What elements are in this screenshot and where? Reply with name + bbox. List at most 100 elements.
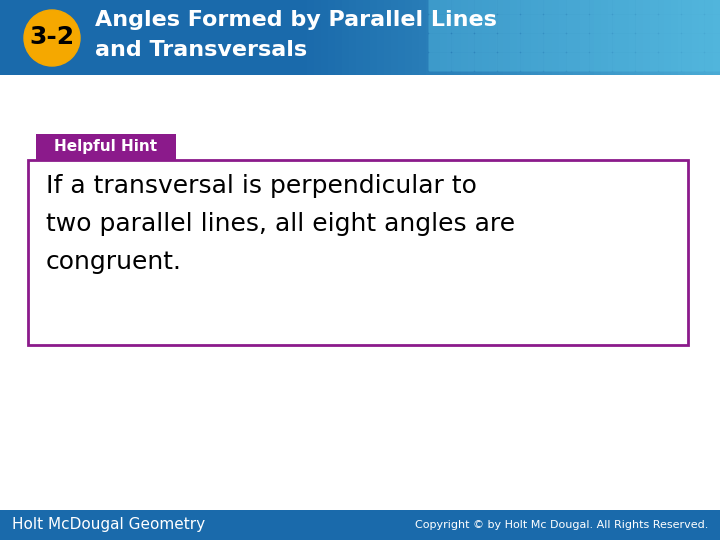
Bar [405,0,413,75]
Bar [28,160,688,345]
FancyBboxPatch shape [567,52,590,71]
FancyBboxPatch shape [659,52,682,71]
Bar [517,0,525,75]
Bar [328,0,336,75]
Bar [566,0,574,75]
FancyBboxPatch shape [590,33,613,52]
FancyBboxPatch shape [636,0,659,15]
Bar [657,0,665,75]
FancyBboxPatch shape [613,0,636,15]
Bar [496,0,504,75]
Bar [664,0,672,75]
Bar [447,0,455,75]
Bar [468,0,476,75]
Bar [580,0,588,75]
FancyBboxPatch shape [498,33,521,52]
FancyBboxPatch shape [613,15,636,33]
Bar [391,0,399,75]
FancyBboxPatch shape [521,33,544,52]
FancyBboxPatch shape [682,0,704,15]
Bar [650,0,658,75]
Bar [510,0,518,75]
Bar [321,0,329,75]
FancyBboxPatch shape [451,52,474,71]
Circle shape [24,10,80,66]
Bar [398,0,406,75]
Bar [363,0,371,75]
Bar [503,0,511,75]
FancyBboxPatch shape [659,33,682,52]
FancyBboxPatch shape [428,52,451,71]
FancyBboxPatch shape [521,52,544,71]
FancyBboxPatch shape [704,33,720,52]
Bar [692,0,700,75]
FancyBboxPatch shape [428,0,451,15]
FancyBboxPatch shape [544,33,567,52]
FancyBboxPatch shape [451,15,474,33]
FancyBboxPatch shape [544,52,567,71]
FancyBboxPatch shape [704,15,720,33]
Text: Helpful Hint: Helpful Hint [55,139,158,154]
Bar [454,0,462,75]
FancyBboxPatch shape [682,15,704,33]
Bar [636,0,644,75]
FancyBboxPatch shape [590,15,613,33]
FancyBboxPatch shape [613,52,636,71]
FancyBboxPatch shape [613,33,636,52]
Bar [440,0,448,75]
FancyBboxPatch shape [590,0,613,15]
Bar [0,510,720,540]
FancyBboxPatch shape [682,52,704,71]
FancyBboxPatch shape [521,0,544,15]
Bar [601,0,609,75]
Bar [419,0,427,75]
FancyBboxPatch shape [544,0,567,15]
FancyBboxPatch shape [474,33,498,52]
Bar [552,0,560,75]
Bar [356,0,364,75]
Text: and Transversals: and Transversals [95,40,307,60]
FancyBboxPatch shape [636,33,659,52]
FancyBboxPatch shape [428,33,451,52]
Bar [36,134,176,160]
Bar [559,0,567,75]
Bar [629,0,637,75]
Bar [384,0,392,75]
Bar [0,0,720,75]
FancyBboxPatch shape [567,0,590,15]
FancyBboxPatch shape [682,33,704,52]
FancyBboxPatch shape [636,15,659,33]
Bar [545,0,553,75]
Bar [538,0,546,75]
FancyBboxPatch shape [544,15,567,33]
Bar [643,0,651,75]
Bar [307,0,315,75]
Bar [706,0,714,75]
Bar [349,0,357,75]
Text: Copyright © by Holt Mc Dougal. All Rights Reserved.: Copyright © by Holt Mc Dougal. All Right… [415,520,708,530]
Bar [685,0,693,75]
Bar [482,0,490,75]
Bar [412,0,420,75]
Bar [342,0,350,75]
FancyBboxPatch shape [590,52,613,71]
FancyBboxPatch shape [474,0,498,15]
FancyBboxPatch shape [451,33,474,52]
Bar [699,0,707,75]
Bar [678,0,686,75]
Text: two parallel lines, all eight angles are: two parallel lines, all eight angles are [46,212,515,236]
Bar [426,0,434,75]
Bar [671,0,679,75]
FancyBboxPatch shape [498,52,521,71]
FancyBboxPatch shape [498,0,521,15]
FancyBboxPatch shape [704,0,720,15]
Text: Holt McDougal Geometry: Holt McDougal Geometry [12,517,205,532]
FancyBboxPatch shape [521,15,544,33]
Bar [524,0,532,75]
Bar [573,0,581,75]
Bar [622,0,630,75]
Bar [370,0,378,75]
FancyBboxPatch shape [474,52,498,71]
Text: Angles Formed by Parallel Lines: Angles Formed by Parallel Lines [95,10,497,30]
FancyBboxPatch shape [474,15,498,33]
